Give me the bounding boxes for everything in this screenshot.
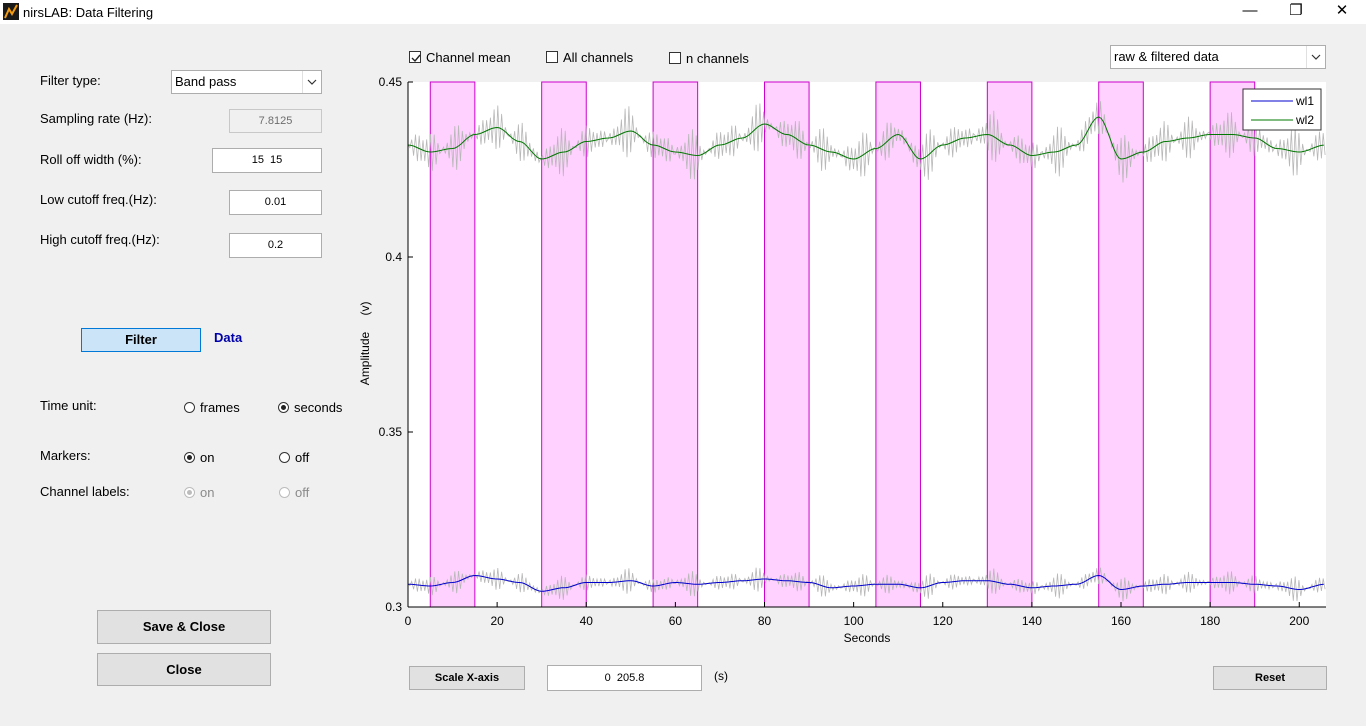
x-range-field[interactable]: 0 205.8 [547, 665, 702, 691]
time-seconds-label: seconds [294, 400, 343, 415]
time-frames-label: frames [200, 400, 240, 415]
y-axis-unit: (v) [358, 302, 372, 316]
app-logo-icon [3, 3, 19, 20]
channel-mean-label: Channel mean [426, 50, 511, 65]
markers-label: Markers: [40, 448, 91, 463]
marker-block [986, 81, 1033, 608]
scale-x-axis-button[interactable]: Scale X-axis [409, 666, 525, 690]
markers-off-label: off [295, 450, 310, 465]
high-cutoff-field[interactable]: 0.2 [229, 233, 322, 258]
checkmark-icon [411, 54, 421, 63]
series-line-wl1 [408, 574, 1324, 592]
legend-label-wl2: wl2 [1295, 113, 1314, 127]
x-tick-label: 120 [933, 614, 953, 628]
save-close-button[interactable]: Save & Close [97, 610, 271, 644]
all-channels-checkbox[interactable] [546, 51, 558, 63]
markers-on-radio[interactable] [184, 452, 195, 463]
all-channels-label: All channels [563, 50, 634, 65]
channel-labels-on-label: on [200, 485, 215, 500]
n-channels-label: n channels [686, 51, 749, 66]
markers-off-radio[interactable] [279, 452, 290, 463]
time-frames-radio[interactable] [184, 402, 195, 413]
marker-block [875, 81, 921, 608]
time-seconds-radio[interactable] [278, 402, 289, 413]
low-cutoff-label: Low cutoff freq.(Hz): [40, 192, 157, 207]
y-tick-label: 0.35 [379, 425, 403, 439]
channel-labels-on-radio [184, 487, 195, 498]
x-tick-label: 160 [1111, 614, 1131, 628]
x-tick-label: 40 [580, 614, 594, 628]
title-bar: nirsLAB: Data Filtering — ❐ ✕ [0, 0, 1366, 24]
marker-block [764, 81, 810, 608]
channel-labels-off-radio [279, 487, 290, 498]
y-tick-label: 0.45 [379, 75, 403, 89]
filter-button[interactable]: Filter [81, 328, 201, 352]
chevron-down-icon [1306, 46, 1325, 68]
x-tick-label: 60 [669, 614, 683, 628]
legend-label-wl1: wl1 [1295, 94, 1314, 108]
x-tick-label: 0 [405, 614, 412, 628]
filter-type-value: Band pass [175, 74, 237, 89]
sampling-rate-field: 7.8125 [229, 109, 322, 133]
filter-type-select[interactable]: Band pass [171, 70, 322, 94]
raw-trace-wl2 [407, 101, 1326, 183]
x-axis-title: Seconds [844, 631, 891, 645]
display-mode-select[interactable]: raw & filtered data [1110, 45, 1326, 69]
legend-box [1242, 88, 1322, 131]
maximize-button[interactable]: ❐ [1289, 2, 1303, 19]
low-cutoff-field[interactable]: 0.01 [229, 190, 322, 215]
marker-block [429, 81, 476, 608]
channel-mean-checkbox[interactable] [409, 51, 421, 63]
x-tick-label: 100 [844, 614, 864, 628]
y-axis-title: Amplitude [358, 332, 372, 386]
x-tick-label: 20 [490, 614, 504, 628]
plot-area [408, 82, 1326, 607]
filter-type-label: Filter type: [40, 73, 101, 88]
channel-labels-label: Channel labels: [40, 484, 130, 499]
display-mode-value: raw & filtered data [1114, 49, 1219, 64]
marker-block [652, 81, 699, 608]
rolloff-width-label: Roll off width (%): [40, 152, 142, 167]
sampling-rate-label: Sampling rate (Hz): [40, 111, 152, 126]
data-label: Data [214, 330, 243, 345]
x-tick-label: 200 [1289, 614, 1309, 628]
marker-block [541, 81, 587, 608]
window-title: nirsLAB: Data Filtering [23, 5, 154, 20]
minimize-button[interactable]: — [1242, 2, 1258, 19]
x-range-unit: (s) [714, 669, 728, 683]
series-line-wl2 [407, 116, 1324, 160]
x-tick-label: 140 [1022, 614, 1042, 628]
markers-on-label: on [200, 450, 215, 465]
close-window-button[interactable]: ✕ [1335, 2, 1349, 19]
n-channels-checkbox[interactable] [669, 52, 681, 64]
chevron-down-icon [302, 71, 321, 93]
time-unit-label: Time unit: [40, 398, 97, 413]
reset-button[interactable]: Reset [1213, 666, 1327, 690]
marker-block [1209, 81, 1256, 608]
x-tick-label: 180 [1200, 614, 1220, 628]
rolloff-width-field[interactable]: 15 15 [212, 148, 322, 173]
close-button[interactable]: Close [97, 653, 271, 686]
high-cutoff-label: High cutoff freq.(Hz): [40, 232, 160, 247]
y-tick-label: 0.3 [385, 600, 402, 614]
channel-labels-off-label: off [295, 485, 310, 500]
raw-trace-wl1 [407, 567, 1326, 602]
marker-block [1098, 81, 1144, 608]
y-tick-label: 0.4 [385, 250, 402, 264]
x-tick-label: 80 [758, 614, 772, 628]
